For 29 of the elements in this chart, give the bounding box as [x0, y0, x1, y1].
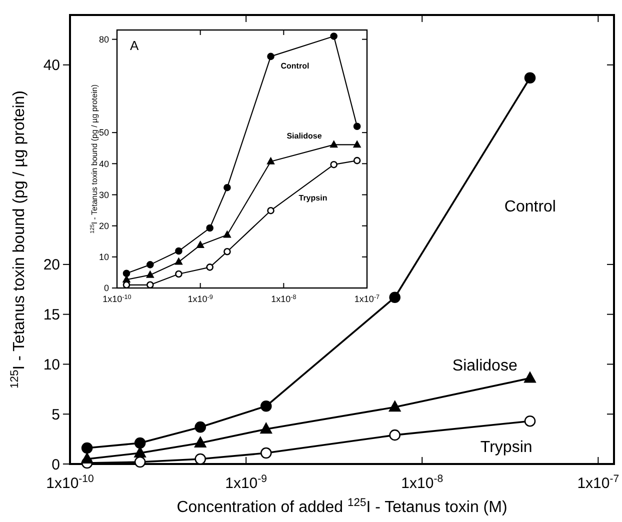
y-tick-label: 15 [43, 306, 60, 324]
x-tick-label: 1x10$^{-8}$ [401, 473, 444, 492]
y-tick-label: 0 [52, 456, 60, 474]
annotation: A [130, 38, 139, 53]
series-label: Trypsin [298, 194, 328, 203]
text: Control [504, 198, 556, 216]
y-tick-label: 30 [98, 190, 109, 200]
series-label: Trypsin [480, 439, 532, 456]
y-tick-label: 0 [104, 283, 109, 294]
y-tick-label: 5 [52, 406, 60, 424]
x-tick-label: 1x10$^{-9}$ [188, 294, 214, 304]
series-label: Sialidose [452, 358, 518, 375]
y-tick-label: 10 [43, 356, 60, 374]
x-tick-label: 1x10$^{-7}$ [354, 294, 380, 304]
series-label: Control [280, 61, 310, 70]
y-tick-label: 80 [98, 34, 109, 44]
x-tick-label: 1x10$^{-8}$ [271, 294, 297, 304]
y-tick-label: 20 [43, 256, 60, 274]
y-tick-label: 20 [98, 220, 109, 231]
y-tick-label: 50 [98, 128, 109, 138]
y-tick-label: 40 [43, 57, 60, 74]
y-tick-label: 40 [98, 158, 109, 169]
x-axis-title: Concentration of added $^{125}$I - Tetanus toxin (M) [176, 497, 508, 516]
x-tick-label: 1x10$^{-10}$ [46, 473, 94, 492]
x-tick-label: 1x10$^{-7}$ [577, 473, 620, 492]
x-tick-label: 1x10$^{-10}$ [102, 294, 132, 304]
series-label: Sialidose [286, 132, 322, 141]
x-tick-label: 1x10$^{-9}$ [225, 473, 268, 492]
y-tick-label: 10 [98, 252, 109, 262]
